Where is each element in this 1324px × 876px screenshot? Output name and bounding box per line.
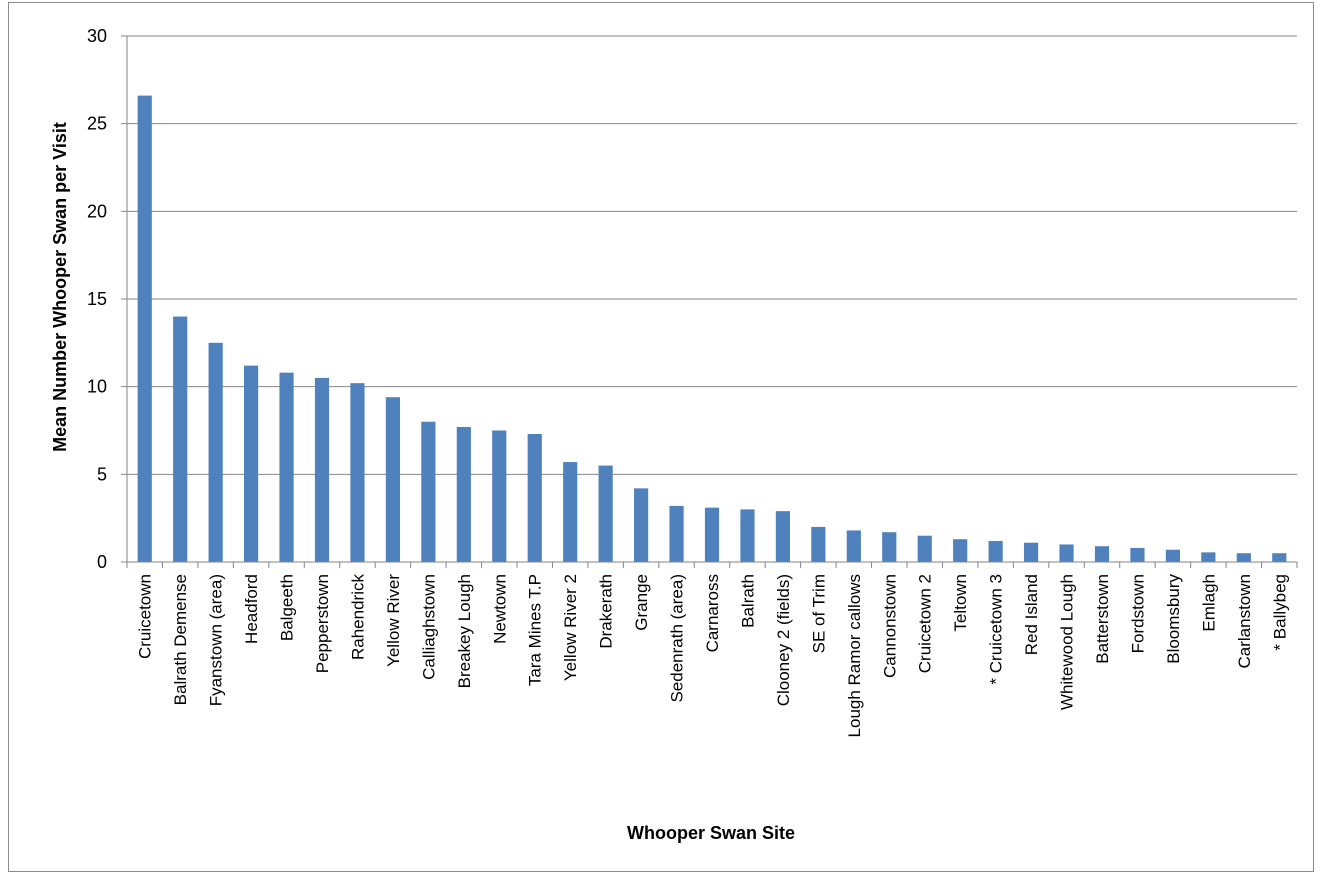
x-tick-label: Breakey Lough	[455, 574, 474, 688]
bar	[917, 535, 932, 562]
x-tick-label: Bloomsbury	[1164, 574, 1183, 664]
gridlines	[127, 35, 1297, 475]
bars	[137, 95, 1287, 562]
bar	[1201, 552, 1216, 562]
bar	[314, 377, 330, 562]
x-tick-label: * Cruicetown 3	[987, 574, 1006, 685]
bar	[846, 530, 861, 562]
x-tick-label: Yellow River	[384, 574, 403, 667]
bar	[385, 397, 400, 562]
x-axis-title: Whooper Swan Site	[627, 823, 795, 843]
bar	[492, 430, 507, 562]
bar	[1094, 546, 1110, 562]
x-tick-label: Cannonstown	[880, 574, 899, 678]
y-axis-title: Mean Number Whooper Swan per Visit	[50, 122, 70, 452]
x-tick-label: Headford	[242, 574, 261, 644]
bar	[1130, 547, 1145, 562]
bar	[775, 511, 790, 562]
bar	[350, 383, 365, 562]
y-tick-label: 30	[87, 26, 107, 46]
bar	[598, 465, 613, 562]
x-tick-label: Newtown	[490, 574, 509, 644]
x-tick-label: Lough Ramor callows	[845, 574, 864, 737]
x-tick-label: Teltown	[951, 574, 970, 632]
x-tick-label: Tara Mines T.P	[526, 574, 545, 686]
bar	[634, 488, 649, 562]
x-tick-label: Whitewood Lough	[1058, 574, 1077, 710]
bar	[704, 507, 720, 562]
x-tick-label: Fordstown	[1128, 574, 1147, 653]
x-tick-label: Grange	[632, 574, 651, 631]
bar	[137, 95, 152, 562]
y-tick-label: 0	[97, 552, 107, 572]
x-tick-label: Drakerath	[597, 574, 616, 649]
y-tick-label: 5	[97, 464, 107, 484]
bar	[882, 532, 897, 562]
x-tick-label: Cruicetown 2	[916, 574, 935, 673]
x-tick-labels: Cruicetown Balrath Demense Fyanstown (area…	[136, 574, 1290, 738]
x-tick-label: Balrath	[738, 574, 757, 628]
bar	[1059, 544, 1074, 562]
x-tick-label: Rahendrick	[348, 574, 367, 660]
bar	[421, 421, 436, 562]
bar	[953, 539, 968, 562]
bar	[1024, 542, 1039, 562]
x-tick-label: Balgeeth	[278, 574, 297, 641]
y-tick-label: 15	[87, 289, 107, 309]
bar	[669, 505, 684, 562]
x-tick-label: Cruicetown	[136, 574, 155, 659]
chart-frame	[8, 2, 1314, 872]
x-tick-label: Sedenrath (area)	[668, 574, 687, 703]
y-tick-labels: 0 5 10 15 20 25 30	[87, 26, 107, 572]
x-tick-label: * Ballybeg	[1270, 574, 1289, 651]
bar	[279, 372, 294, 562]
x-tick-label: Fyanstown (area)	[207, 574, 226, 706]
bar	[527, 434, 542, 562]
bar	[208, 342, 223, 562]
bar	[244, 365, 259, 562]
axes	[121, 35, 1298, 568]
bar	[740, 509, 755, 562]
x-tick-label: Carnaross	[703, 574, 722, 652]
x-tick-label: Red Island	[1022, 574, 1041, 655]
bar	[1165, 549, 1180, 562]
bar	[456, 426, 471, 562]
x-tick-label: SE of Trim	[809, 574, 828, 653]
x-tick-label: Clooney 2 (fields)	[774, 574, 793, 706]
y-tick-label: 10	[87, 377, 107, 397]
x-tick-label: Calliaghstown	[419, 574, 438, 680]
x-tick-label: Batterstown	[1093, 574, 1112, 664]
bar	[811, 526, 826, 562]
x-tick-label: Emlagh	[1199, 574, 1218, 632]
y-tick-label: 20	[87, 201, 107, 221]
x-tick-label: Yellow River 2	[561, 574, 580, 681]
bar	[1272, 553, 1287, 562]
bar	[1236, 553, 1251, 562]
bar	[988, 540, 1003, 562]
y-tick-label: 25	[87, 114, 107, 134]
x-tick-label: Pepperstown	[313, 574, 332, 673]
bar	[173, 316, 188, 562]
x-tick-label: Balrath Demense	[171, 574, 190, 705]
x-tick-label: Carlanstown	[1235, 574, 1254, 669]
bar	[563, 462, 578, 562]
